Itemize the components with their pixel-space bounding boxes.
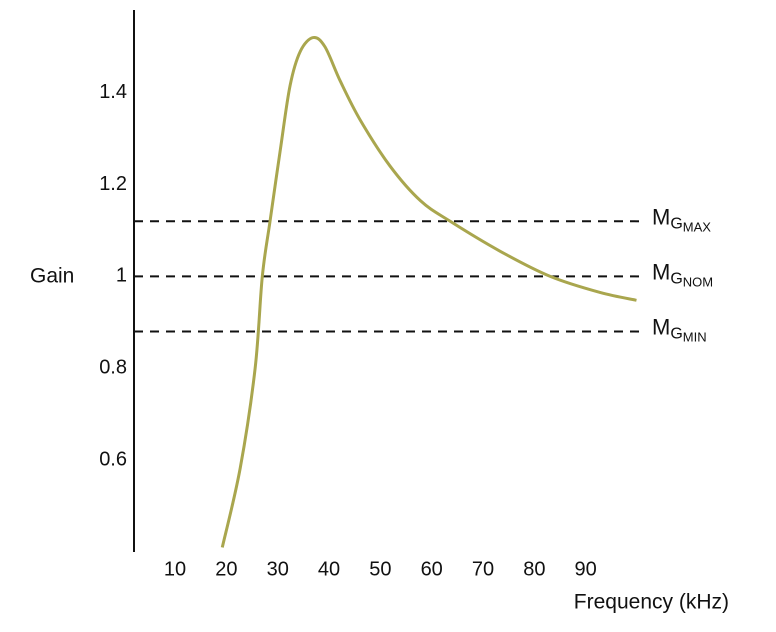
gain-curve <box>220 35 637 548</box>
label-subsub: MIN <box>683 330 707 345</box>
label-main: M <box>652 204 670 229</box>
x-axis-label: Frequency (kHz) <box>574 591 729 614</box>
label-sub: G <box>670 271 682 288</box>
y-tick-label: 1.2 <box>99 173 127 195</box>
x-tick-label: 10 <box>164 558 186 580</box>
y-tick-label: 1 <box>116 265 127 287</box>
label-main: M <box>652 314 670 339</box>
x-tick-label: 80 <box>523 558 545 580</box>
label-sub: G <box>670 216 682 233</box>
x-tick-label: 70 <box>472 558 494 580</box>
y-tick-label: 1.4 <box>99 81 127 103</box>
x-tick-label: 20 <box>215 558 237 580</box>
reference-label: MGNOM <box>652 259 713 290</box>
y-tick-label: 0.8 <box>99 357 127 379</box>
label-subsub: MAX <box>683 220 712 235</box>
y-tick-label: 0.6 <box>99 448 127 470</box>
x-tick-label: 50 <box>369 558 391 580</box>
x-tick-label: 60 <box>421 558 443 580</box>
label-subsub: NOM <box>683 275 713 290</box>
x-tick-label: 90 <box>575 558 597 580</box>
label-sub: G <box>670 326 682 343</box>
label-main: M <box>652 259 670 284</box>
reference-label: MGMIN <box>652 314 707 345</box>
x-tick-label: 40 <box>318 558 340 580</box>
x-tick-label: 30 <box>267 558 289 580</box>
reference-label: MGMAX <box>652 204 711 235</box>
y-axis-label: Gain <box>30 265 74 288</box>
